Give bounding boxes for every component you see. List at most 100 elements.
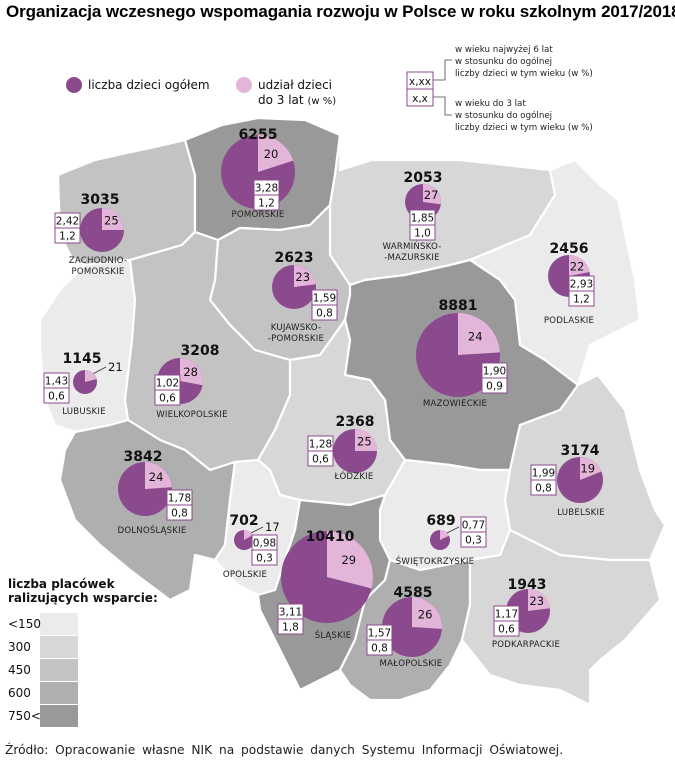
region-name-pomorskie: POMORSKIE [232, 210, 285, 220]
total-label-lubelskie: 3174 [561, 443, 600, 459]
pie-pomorskie-share-slice [258, 135, 294, 172]
pie-wielkopolskie-share-slice [180, 358, 203, 386]
box-3yrs-swietokrzyskie [460, 531, 487, 548]
pct-3yrs-opolskie: 0,3 [256, 553, 273, 565]
share-label-pomorskie: 20 [264, 147, 279, 161]
region-marker-zachodniopomorskie[interactable]: 3035 25 2,42 1,2 ZACHODNIO-POMORSKIE [54, 192, 127, 277]
pie-warminsko-mazurskie-share-slice [423, 184, 442, 205]
legend-box-top-desc-1: w wieku najwyżej 6 lat [455, 45, 553, 55]
legend-bracket-top [433, 59, 452, 81]
share-label-kujawsko-pomorskie: 23 [295, 270, 310, 284]
legend-box-top-text: x,xx [409, 76, 431, 88]
region-name-lubuskie: LUBUSKIE [62, 407, 106, 417]
region-marker-wielkopolskie[interactable]: 3208 28 1,02 0,6 WIELKOPOLSKIE [154, 343, 228, 420]
pie-lubelskie-share-slice [580, 457, 602, 480]
share-label-opolskie: 17 [265, 520, 280, 534]
pie-podkarpackie-share-slice [528, 589, 550, 611]
pct-6yrs-swietokrzyskie: 0,77 [462, 520, 485, 532]
region-podkarpackie[interactable] [460, 528, 662, 707]
region-marker-kujawsko-pomorskie[interactable]: 2623 231,59 0,8 KUJAWSKO--POMORSKIE [268, 250, 338, 344]
total-label-lubuskie: 1145 [63, 351, 102, 367]
pie-lubuskie-share-slice [85, 370, 97, 382]
region-name-kujawsko-pomorskie-line1: KUJAWSKO- [271, 323, 322, 333]
region-marker-lubuskie[interactable]: 1145 21 1,43 0,6 LUBUSKIE [43, 351, 123, 417]
legend-share-label-line1: udział dzieci [258, 78, 332, 92]
pct-6yrs-wielkopolskie: 1,02 [156, 378, 179, 390]
total-label-kujawsko-pomorskie: 2623 [275, 250, 314, 266]
region-name-opolskie: OPOLSKIE [223, 570, 267, 580]
total-label-podkarpackie: 1943 [508, 577, 547, 593]
total-label-swietokrzyskie: 689 [426, 513, 455, 529]
legend-total-swatch [66, 77, 82, 93]
share-label-malopolskie: 26 [418, 608, 433, 622]
region-markers: 6255203,281,2POMORSKIE3035252,421,2ZACHO… [43, 127, 605, 669]
region-name-warminsko-mazurskie-line1: WARMIŃSKO- [383, 240, 442, 252]
legend-box-bottom-desc-2: w stosunku do ogólnej [455, 110, 552, 121]
share-label-warminsko-mazurskie: 27 [424, 188, 439, 202]
legend-facilities-label-1: <150 [8, 617, 41, 631]
legend-facilities-label-3: 450 [8, 663, 31, 677]
pct-6yrs-malopolskie: 1,57 [368, 628, 391, 640]
pct-6yrs-dolnoslaskie: 1,78 [168, 493, 191, 505]
pct-6yrs-lubelskie: 1,99 [532, 468, 555, 480]
share-label-podlaskie: 22 [570, 259, 585, 273]
box-3yrs-lubuskie [43, 387, 70, 404]
region-marker-opolskie[interactable]: 702 17 0,98 0,3 OPOLSKIE [223, 513, 280, 580]
region-marker-malopolskie[interactable]: 4585 26 1,57 0,8 MAŁOPOLSKIE [366, 585, 443, 669]
pie-opolskie-share-slice [244, 530, 253, 540]
box-3yrs-podkarpackie [493, 620, 520, 637]
pct-3yrs-mazowieckie: 0,9 [486, 381, 503, 393]
legend-facilities-label-4: 600 [8, 686, 31, 700]
pie-mazowieckie-share-slice [458, 313, 500, 355]
total-label-opolskie: 702 [229, 513, 258, 529]
total-label-zachodniopomorskie: 3035 [81, 192, 120, 208]
share-label-podkarpackie: 23 [529, 594, 544, 608]
region-name-zachodniopomorskie-line2: POMORSKIE [72, 267, 125, 277]
pct-6yrs-lubuskie: 1,43 [45, 376, 68, 388]
voivodeship-regions [38, 116, 667, 707]
region-marker-podlaskie[interactable]: 2456 22 2,93 1,2 PODLASKIE [544, 241, 595, 326]
legend-share-label-line2: do 3 lat (w %) [258, 93, 336, 107]
pie-podlaskie-share-slice [569, 255, 590, 276]
pie-slaskie-share-slice [327, 531, 373, 589]
region-marker-mazowieckie[interactable]: 8881 24 1,90 0,9 MAZOWIECKIE [416, 298, 508, 409]
pie-dolnoslaskie-share-slice [145, 462, 172, 489]
legend-facilities-swatch-3 [40, 659, 78, 681]
legend-box-top-desc-3: liczby dzieci w tym wieku (w %) [455, 69, 593, 79]
leader-line-opolskie [250, 526, 264, 534]
legend-facilities-label-5: 750< [8, 709, 41, 723]
pct-3yrs-lubuskie: 0,6 [48, 391, 65, 403]
box-3yrs-lubelskie [530, 479, 557, 496]
share-label-wielkopolskie: 28 [183, 365, 198, 379]
legend-facilities-swatch-1 [40, 613, 78, 635]
pct-6yrs-pomorskie: 3,28 [255, 183, 278, 195]
pct-3yrs-swietokrzyskie: 0,3 [465, 535, 482, 547]
pct-6yrs-lodzkie: 1,28 [309, 439, 332, 451]
legend-facilities-swatch-5 [40, 705, 78, 727]
pie-zachodniopomorskie-share-slice [102, 208, 124, 230]
box-3yrs-zachodniopomorskie [54, 227, 81, 244]
box-3yrs-malopolskie [366, 639, 393, 656]
legend-box-top-desc-2: w stosunku do ogólnej [455, 56, 552, 67]
box-3yrs-wielkopolskie [154, 389, 181, 406]
region-name-malopolskie: MAŁOPOLSKIE [380, 659, 443, 669]
region-marker-lodzkie[interactable]: 2368 25 1,28 0,6 ŁÓDZKIE [307, 414, 377, 482]
pct-6yrs-podkarpackie: 1,17 [495, 609, 518, 621]
pie-malopolskie-share-slice [412, 597, 442, 629]
region-marker-slaskie[interactable]: 10410 29 3,11 1,8 ŚLĄSKIE [277, 529, 373, 641]
region-marker-lubelskie[interactable]: 3174 19 1,99 0,8 LUBELSKIE [530, 443, 605, 518]
box-3yrs-pomorskie [253, 194, 280, 211]
legend-total-label: liczba dzieci ogółem [88, 78, 210, 92]
pct-6yrs-mazowieckie: 1,90 [483, 366, 506, 378]
share-label-lubelskie: 19 [580, 462, 595, 476]
total-label-dolnoslaskie: 3842 [124, 449, 163, 465]
total-label-slaskie: 10410 [306, 529, 355, 545]
legend-bracket-bottom [433, 96, 452, 116]
share-label-lubuskie: 21 [108, 360, 123, 374]
region-marker-dolnoslaskie[interactable]: 3842 24 1,78 0,8 DOLNOŚLĄSKIE [118, 449, 193, 536]
